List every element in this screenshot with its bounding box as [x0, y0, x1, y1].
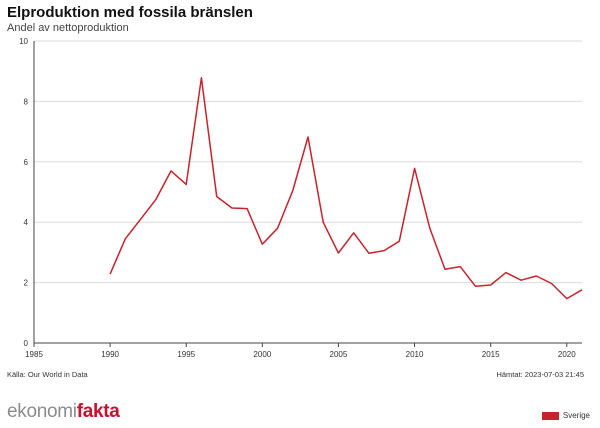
series-line-sverige [109, 77, 583, 300]
legend[interactable]: Sverige [541, 411, 590, 420]
x-tick-label: 2015 [482, 350, 500, 359]
y-tick-label: 10 [19, 37, 28, 46]
x-tick-label: 2020 [558, 350, 576, 359]
logo-text-part2: fakta [76, 401, 120, 422]
x-tick-label: 1990 [101, 350, 119, 359]
logo-text-part1: ekonomi [7, 401, 77, 422]
y-tick-label: 6 [24, 158, 29, 167]
y-tick-label: 0 [24, 339, 29, 348]
x-tick-label: 1995 [177, 350, 195, 359]
chart-subtitle: Andel av nettoproduktion [7, 22, 129, 34]
source-note: Källa: Our World in Data [7, 370, 88, 379]
ekonomifakta-logo[interactable]: ekonomifakta [7, 402, 120, 421]
chart-title: Elproduktion med fossila bränslen [7, 4, 253, 21]
legend-swatch [541, 411, 559, 420]
y-tick-label: 8 [24, 97, 29, 106]
x-tick-label: 2005 [330, 350, 348, 359]
y-tick-label: 4 [24, 218, 29, 227]
x-tick-label: 2010 [406, 350, 424, 359]
x-tick-label: 2000 [253, 350, 271, 359]
y-tick-label: 2 [24, 279, 29, 288]
legend-label: Sverige [562, 411, 590, 420]
line-chart: 0 2 4 6 8 10 1985 1990 1995 2000 2005 2010 2015 2020 [19, 37, 583, 359]
fetched-timestamp: Hämtat: 2023-07-03 21:45 [496, 370, 584, 379]
x-tick-label: 1985 [25, 350, 43, 359]
